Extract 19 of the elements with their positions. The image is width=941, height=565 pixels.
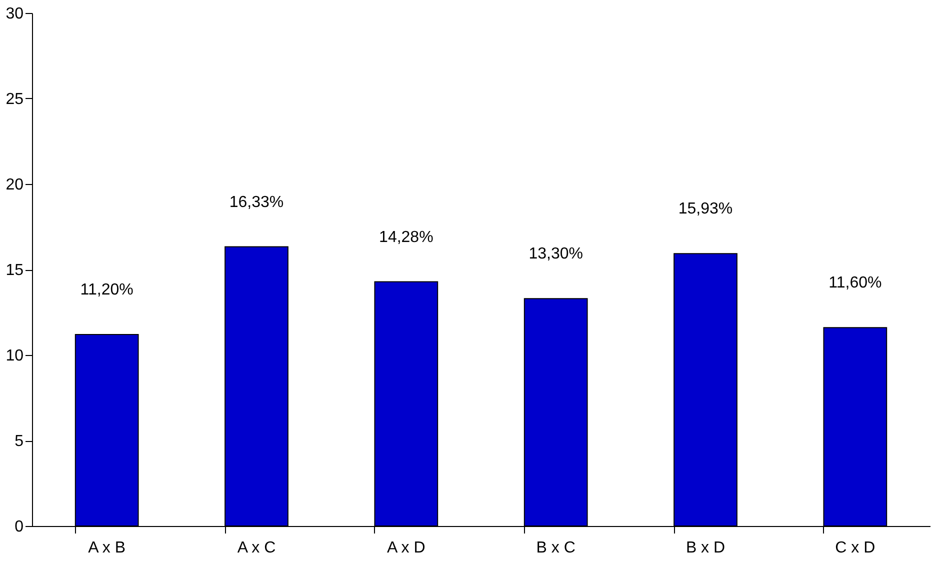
x-tick-label: B x C — [536, 540, 576, 556]
y-tick-label: 30 — [6, 6, 24, 22]
data-label: 16,33% — [229, 194, 284, 211]
x-tick-label: A x D — [387, 540, 426, 556]
x-tick-label: A x C — [237, 540, 276, 556]
y-tick-label: 20 — [6, 176, 24, 194]
y-tick-label: 0 — [14, 518, 24, 536]
data-label: 15,93% — [678, 200, 733, 218]
y-tick-label: 25 — [6, 91, 24, 108]
y-tick-label: 5 — [14, 433, 24, 450]
x-tick-label: B x D — [686, 540, 726, 556]
data-label: 11,60% — [828, 274, 882, 292]
x-tick-label: A x B — [88, 540, 126, 556]
y-tick-label: 10 — [6, 348, 24, 364]
y-tick-label: 15 — [6, 262, 24, 279]
data-label: 13,30% — [528, 246, 583, 263]
x-tick-label: C x D — [835, 540, 876, 556]
data-label: 11,20% — [80, 281, 134, 298]
data-label: 14,28% — [379, 228, 434, 246]
